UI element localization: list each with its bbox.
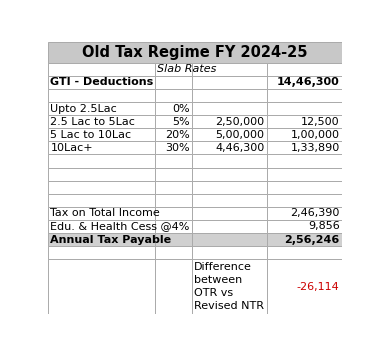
Text: Difference
between
OTR vs
Revised NTR: Difference between OTR vs Revised NTR (194, 262, 264, 311)
Bar (267, 115, 342, 128)
Text: -26,114: -26,114 (297, 282, 340, 292)
Bar (48, 194, 155, 207)
Bar (267, 155, 342, 168)
Bar (192, 141, 267, 155)
Bar (155, 102, 192, 115)
Text: 2,56,246: 2,56,246 (284, 234, 340, 245)
Bar (192, 102, 267, 115)
Bar (48, 63, 155, 76)
Text: 2,46,390: 2,46,390 (290, 208, 340, 219)
Bar (267, 181, 342, 194)
Bar (192, 89, 267, 102)
Bar (48, 128, 155, 141)
Bar (48, 181, 155, 194)
Bar (48, 155, 155, 168)
Bar (155, 115, 192, 128)
Text: 1,33,890: 1,33,890 (290, 143, 340, 153)
Text: Old Tax Regime FY 2024-25: Old Tax Regime FY 2024-25 (82, 45, 307, 60)
Bar (48, 102, 155, 115)
Bar (48, 259, 155, 314)
Bar (155, 63, 192, 76)
Bar (192, 259, 267, 314)
Bar (155, 181, 192, 194)
Bar (155, 141, 192, 155)
Text: 1,00,000: 1,00,000 (291, 130, 340, 140)
Bar (48, 220, 155, 233)
Bar (155, 89, 192, 102)
Bar (267, 207, 342, 220)
Bar (192, 76, 267, 89)
Bar (155, 233, 192, 246)
Text: 2.5 Lac to 5Lac: 2.5 Lac to 5Lac (51, 117, 135, 127)
Bar (192, 194, 267, 207)
Bar (48, 115, 155, 128)
Bar (267, 220, 342, 233)
Text: 30%: 30% (165, 143, 190, 153)
Text: GTI - Deductions: GTI - Deductions (51, 77, 154, 88)
Bar (267, 246, 342, 259)
Text: 0%: 0% (172, 104, 190, 114)
Bar (192, 63, 267, 76)
Bar (267, 76, 342, 89)
Text: 5%: 5% (172, 117, 190, 127)
Bar (155, 76, 192, 89)
Bar (155, 259, 192, 314)
Bar (155, 246, 192, 259)
Bar (155, 220, 192, 233)
Text: Annual Tax Payable: Annual Tax Payable (51, 234, 171, 245)
Bar (48, 141, 155, 155)
Bar (267, 194, 342, 207)
Text: 10Lac+: 10Lac+ (51, 143, 93, 153)
Bar (48, 233, 155, 246)
Bar (192, 168, 267, 181)
Text: 5 Lac to 10Lac: 5 Lac to 10Lac (51, 130, 131, 140)
Bar (155, 207, 192, 220)
Bar (155, 194, 192, 207)
Bar (267, 89, 342, 102)
Bar (155, 128, 192, 141)
Bar (267, 259, 342, 314)
Bar (155, 168, 192, 181)
Bar (192, 181, 267, 194)
Bar (48, 246, 155, 259)
Bar (155, 155, 192, 168)
Bar (192, 115, 267, 128)
Bar (48, 168, 155, 181)
Bar (192, 155, 267, 168)
Bar (267, 63, 342, 76)
Text: 12,500: 12,500 (301, 117, 340, 127)
Bar (192, 128, 267, 141)
Text: 14,46,300: 14,46,300 (277, 77, 340, 88)
Bar (192, 207, 267, 220)
Bar (267, 128, 342, 141)
Text: 5,00,000: 5,00,000 (215, 130, 264, 140)
Bar (48, 42, 342, 63)
Bar (48, 63, 342, 76)
Text: 2,50,000: 2,50,000 (215, 117, 264, 127)
Bar (48, 76, 155, 89)
Bar (267, 102, 342, 115)
Text: Slab Rates: Slab Rates (157, 64, 217, 74)
Bar (192, 220, 267, 233)
Bar (192, 233, 267, 246)
Text: Edu. & Health Cess @4%: Edu. & Health Cess @4% (51, 221, 190, 232)
Text: 4,46,300: 4,46,300 (215, 143, 264, 153)
Text: 20%: 20% (165, 130, 190, 140)
Text: 9,856: 9,856 (308, 221, 340, 232)
Bar (192, 246, 267, 259)
Bar (267, 141, 342, 155)
Text: Upto 2.5Lac: Upto 2.5Lac (51, 104, 117, 114)
Bar (267, 233, 342, 246)
Bar (48, 207, 155, 220)
Bar (48, 89, 155, 102)
Bar (267, 168, 342, 181)
Text: Tax on Total Income: Tax on Total Income (51, 208, 160, 219)
